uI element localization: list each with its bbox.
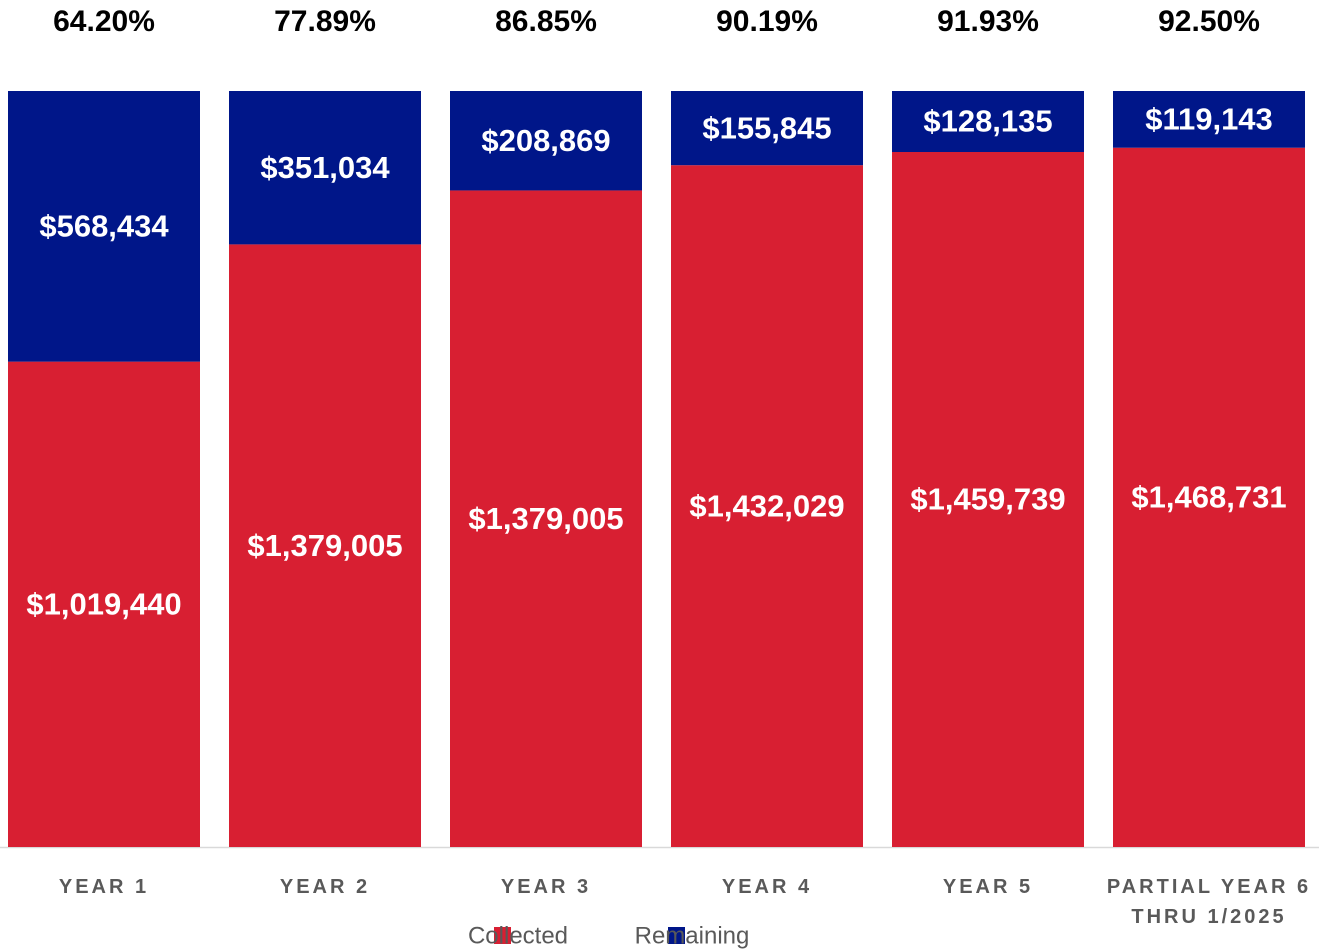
- value-label: $155,845: [702, 110, 831, 145]
- bar-segment: [671, 91, 863, 166]
- category-label: YEAR 5: [942, 876, 1034, 898]
- value-label: $208,869: [481, 123, 610, 158]
- percent-label: 92.50%: [1158, 5, 1260, 38]
- bar-segment: [8, 361, 200, 847]
- value-label: $1,379,005: [247, 528, 402, 563]
- bar-segment: [892, 152, 1084, 848]
- percent-label: 90.19%: [716, 5, 818, 38]
- value-label: $1,019,440: [26, 587, 181, 622]
- category-label: YEAR 3: [500, 876, 592, 898]
- value-label: $1,459,739: [910, 482, 1065, 517]
- category-label: PARTIAL YEAR 6 THRU 1/2025: [1106, 876, 1312, 928]
- percent-label: 77.89%: [274, 5, 376, 38]
- bar-segment: [450, 190, 642, 847]
- value-label: $1,432,029: [689, 488, 844, 523]
- bar-segment: [1113, 147, 1305, 847]
- percent-label: 86.85%: [495, 5, 597, 38]
- legend-swatch: [494, 927, 511, 944]
- value-label: $351,034: [260, 150, 390, 185]
- category-label: YEAR 2: [279, 876, 371, 898]
- bar-segment: [8, 91, 200, 362]
- percent-label: 91.93%: [937, 5, 1039, 38]
- legend-label: Remaining: [635, 922, 750, 949]
- bar-segment: [229, 91, 421, 245]
- legend-label: Collected: [468, 922, 568, 949]
- percent-label: 64.20%: [53, 5, 155, 38]
- bar-segment: [671, 165, 863, 847]
- value-label: $119,143: [1145, 102, 1273, 137]
- category-label: YEAR 1: [58, 876, 150, 898]
- value-label: $128,135: [923, 104, 1052, 139]
- value-label: $1,379,005: [468, 501, 623, 536]
- bar-segment: [450, 91, 642, 191]
- value-label: $1,468,731: [1131, 480, 1286, 515]
- legend-swatch: [668, 927, 685, 944]
- bar-segment: [1113, 91, 1305, 148]
- category-label: YEAR 4: [721, 876, 813, 898]
- bar-segment: [892, 91, 1084, 153]
- value-label: $568,434: [39, 209, 169, 244]
- bar-segment: [229, 244, 421, 848]
